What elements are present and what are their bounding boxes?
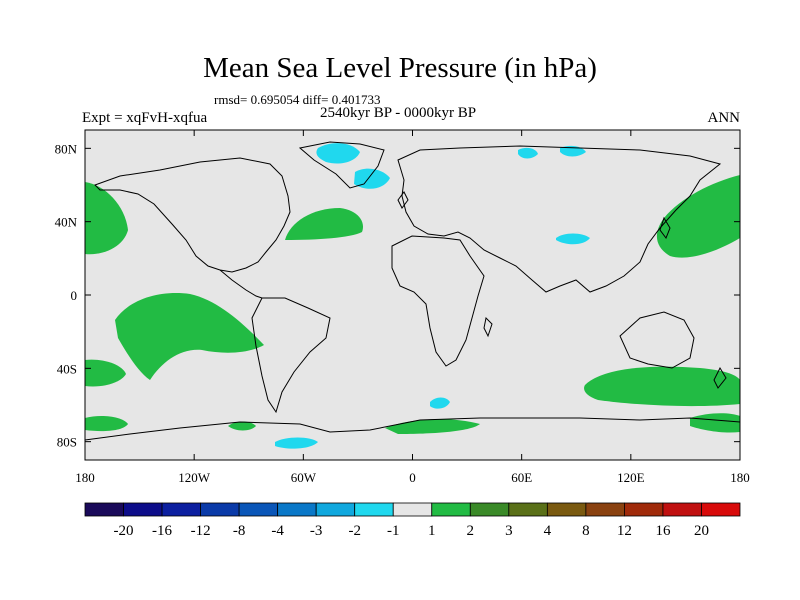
colorbar-label: 16 — [655, 523, 671, 539]
lon-label: 120W — [178, 470, 211, 485]
axis-ticks — [84, 130, 741, 460]
colorbar-swatch — [277, 502, 317, 517]
colorbar-swatch — [469, 502, 510, 517]
map-background — [85, 130, 740, 460]
anomaly-antarctic-coast-west — [85, 416, 128, 432]
colorbar-label: 3 — [505, 523, 513, 539]
colorbar-label: -1 — [387, 523, 400, 539]
map-title: Mean Sea Level Pressure (in hPa) — [203, 52, 597, 84]
anomaly-antarctic-coast-east — [385, 419, 480, 434]
colorbar-label: 1 — [428, 523, 436, 539]
axis-labels: 80N 40N 0 40S 80S 180 120W 60W 0 60E 120E 180 — [55, 141, 750, 485]
colorbar-label: -12 — [191, 523, 211, 539]
coast-africa — [391, 235, 485, 367]
lat-label: 80S — [57, 435, 77, 450]
colorbar-swatch — [238, 502, 279, 517]
anomaly-fields — [85, 143, 740, 449]
lon-label: 180 — [730, 470, 750, 485]
lon-label: 60E — [511, 470, 532, 485]
colorbar-swatch — [701, 502, 741, 517]
stats-label: rmsd= 0.695054 diff= 0.401733 — [214, 92, 381, 107]
coast-north-america — [94, 157, 291, 273]
season-label: ANN — [707, 110, 741, 126]
coast-australia — [619, 311, 695, 369]
lon-label: 120E — [617, 470, 645, 485]
colorbar-swatch — [508, 502, 548, 517]
anomaly-antarctic-small — [228, 421, 256, 431]
colorbar-swatch — [123, 502, 163, 517]
coast-greenland — [298, 141, 385, 189]
period-label: 2540kyr BP - 0000kyr BP — [320, 105, 477, 121]
colorbar: -20 -16 -12 -8 -4 -3 -2 -1 1 2 3 4 8 12 16 20 — [84, 502, 741, 539]
colorbar-swatch — [161, 502, 201, 517]
anomaly-south-atlantic — [430, 397, 450, 409]
colorbar-label: -20 — [114, 523, 134, 539]
coast-madagascar — [483, 316, 493, 338]
anomaly-north-pacific-west — [656, 175, 740, 258]
anomaly-southern-ocean-west — [85, 359, 126, 387]
lon-label: 0 — [409, 470, 416, 485]
coast-new-zealand — [713, 366, 727, 389]
lat-label: 0 — [71, 288, 78, 303]
anomaly-north-atlantic — [285, 208, 364, 240]
colorbar-swatch — [392, 502, 433, 517]
anomaly-greenland — [316, 143, 360, 164]
coast-japan — [659, 216, 671, 240]
anomaly-tibet — [556, 233, 590, 245]
colorbar-label: 8 — [582, 523, 590, 539]
colorbar-label: -8 — [233, 523, 246, 539]
colorbar-swatch — [431, 502, 471, 517]
lon-label: 60W — [291, 470, 317, 485]
anomaly-antarctic-peninsula — [275, 437, 318, 449]
colorbar-label: 20 — [694, 523, 709, 539]
colorbar-label: -16 — [152, 523, 172, 539]
colorbar-swatch — [585, 502, 625, 517]
coastlines — [85, 141, 740, 441]
lat-label: 40N — [55, 215, 78, 230]
lat-label: 40S — [57, 361, 77, 376]
colorbar-swatch — [546, 502, 587, 517]
anomaly-north-pacific-east — [85, 182, 128, 255]
experiment-label: Expt = xqFvH-xqfua — [82, 110, 208, 126]
colorbar-label: 12 — [617, 523, 632, 539]
colorbar-label: 4 — [544, 523, 552, 539]
coast-antarctica — [85, 417, 740, 441]
anomaly-arctic-east — [560, 145, 586, 157]
colorbar-swatch — [84, 502, 124, 517]
colorbar-label: 2 — [467, 523, 475, 539]
anomaly-arctic-small — [518, 147, 538, 159]
colorbar-label: -3 — [310, 523, 323, 539]
colorbar-swatch — [315, 502, 356, 517]
colorbar-swatch — [624, 502, 664, 517]
lon-label: 180 — [75, 470, 95, 485]
colorbar-swatch — [662, 502, 702, 517]
anomaly-greenland-south — [354, 168, 390, 189]
coast-uk — [397, 191, 409, 209]
anomaly-tropical-pacific — [115, 293, 264, 380]
colorbar-label: -4 — [271, 523, 284, 539]
coast-eurasia — [397, 145, 722, 293]
colorbar-label: -2 — [348, 523, 361, 539]
lat-label: 80N — [55, 141, 78, 156]
anomaly-ross-sea — [690, 413, 740, 433]
colorbar-swatch — [354, 502, 394, 517]
colorbar-swatch — [200, 502, 240, 517]
coast-central-america — [219, 269, 263, 299]
anomaly-southern-ocean-east — [584, 366, 740, 407]
coast-south-america — [251, 297, 331, 414]
